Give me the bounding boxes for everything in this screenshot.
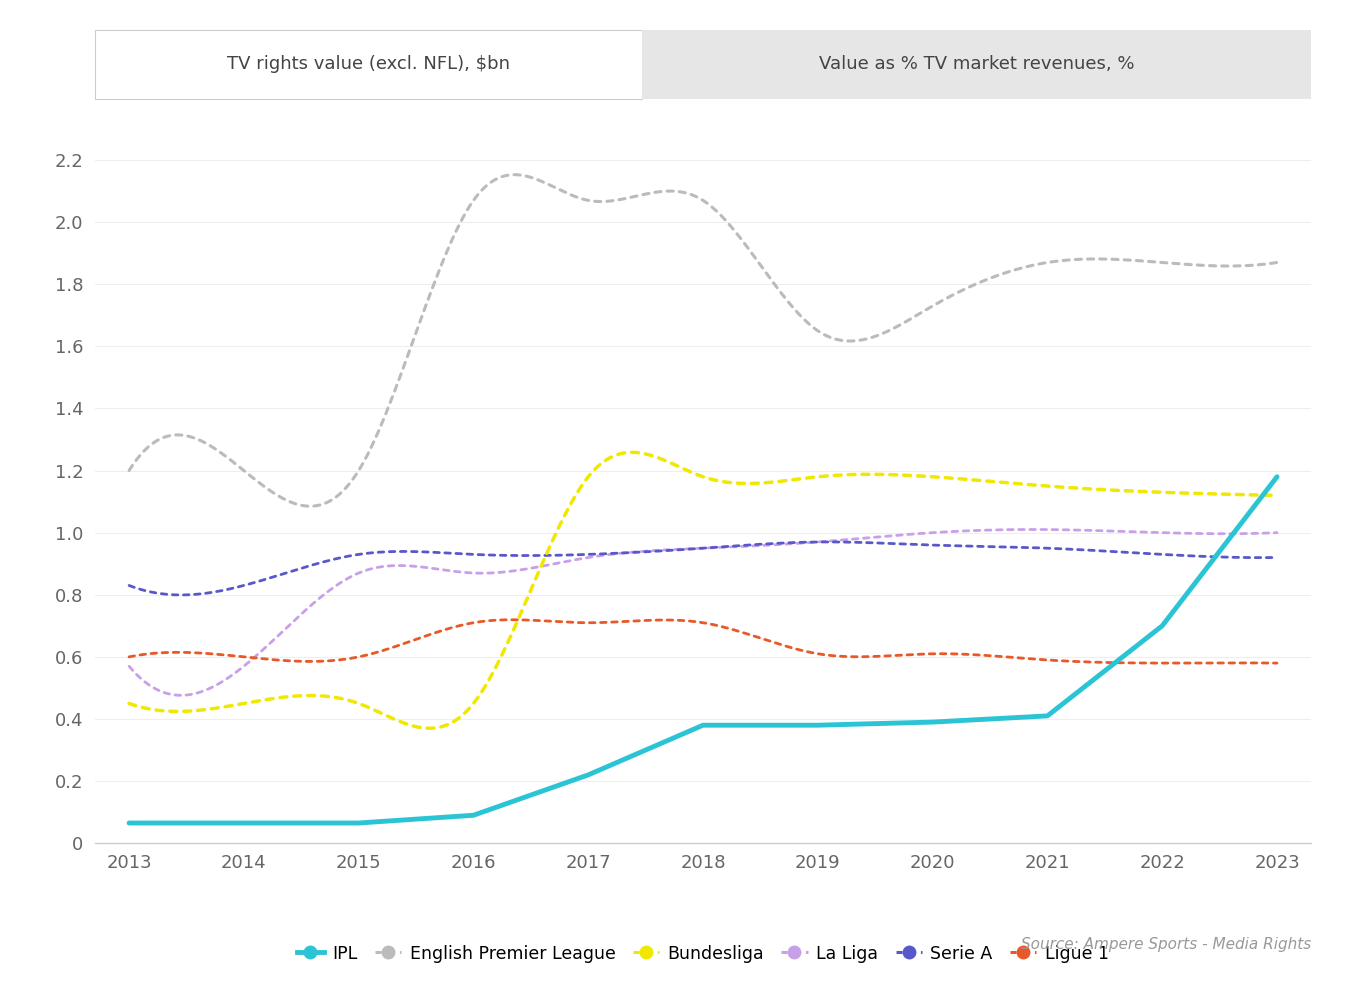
Text: TV rights value (excl. NFL), $bn: TV rights value (excl. NFL), $bn <box>227 56 510 73</box>
Text: Source: Ampere Sports - Media Rights: Source: Ampere Sports - Media Rights <box>1021 937 1311 952</box>
Text: Value as % TV market revenues, %: Value as % TV market revenues, % <box>819 56 1134 73</box>
Legend: IPL, English Premier League, Bundesliga, La Liga, Serie A, Ligue 1: IPL, English Premier League, Bundesliga,… <box>297 944 1109 962</box>
